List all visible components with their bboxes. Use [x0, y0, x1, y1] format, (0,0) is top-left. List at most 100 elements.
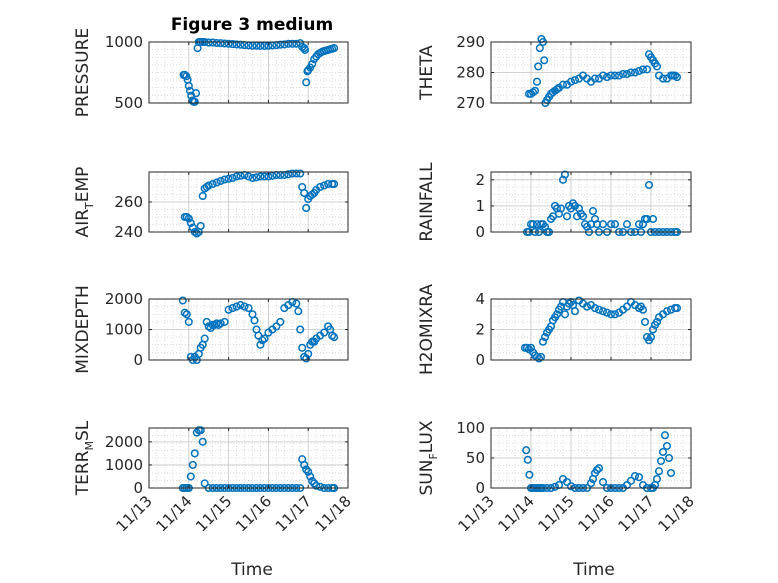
data-point [288, 39, 297, 48]
data-point [540, 333, 550, 342]
data-point [530, 86, 540, 95]
subplot-sun-flux: 0 50 100 SUNFLUX 11/1311/1411/1511/1611/1711… [417, 419, 698, 535]
data-point [586, 479, 596, 488]
data-point [658, 447, 668, 457]
data-point [200, 334, 209, 343]
data-point [598, 477, 608, 487]
data-point [634, 473, 644, 482]
y-tick-label: 0 [133, 351, 143, 369]
data-point [182, 72, 191, 81]
data-point [224, 174, 233, 183]
data-point [540, 56, 549, 65]
axes-box [148, 427, 349, 489]
data-point [660, 431, 670, 440]
data-point [212, 38, 221, 48]
tick-marks [148, 428, 349, 489]
data-point [196, 426, 205, 435]
data-point [598, 307, 608, 316]
data-point [634, 66, 644, 76]
data-point [588, 207, 598, 216]
data-point [272, 322, 281, 331]
tick-marks [490, 172, 692, 233]
data-point [562, 477, 572, 487]
data-point [191, 89, 201, 98]
data-point [188, 223, 197, 232]
y-tick-label: 2 [475, 321, 485, 339]
data-point [228, 173, 237, 183]
data-point [292, 169, 301, 178]
data-point [534, 62, 543, 71]
x-axis-label-left: Time [230, 560, 273, 580]
data-point [526, 343, 536, 352]
data-point [184, 214, 193, 223]
x-tick-label: 11/15 [192, 492, 235, 535]
data-point [236, 40, 245, 49]
data-point [220, 317, 229, 326]
data-point [256, 340, 265, 349]
data-point [228, 304, 237, 313]
axes-box [148, 41, 349, 104]
data-point [556, 204, 566, 213]
data-point [622, 302, 632, 311]
data-point [610, 71, 620, 80]
data-point [622, 69, 632, 79]
data-point [256, 41, 265, 50]
data-point [204, 181, 213, 190]
data-point [626, 476, 636, 485]
data-point [642, 65, 652, 74]
data-point [186, 218, 195, 228]
x-tick-label: 11/14 [495, 492, 538, 535]
data-point [648, 214, 658, 224]
y-tick-label: 1000 [105, 456, 143, 474]
y-axis-label: THETA [417, 45, 437, 101]
data-point [320, 181, 329, 190]
data-point [538, 337, 548, 346]
data-point [638, 305, 648, 314]
data-point [610, 220, 620, 229]
axes-box [490, 171, 692, 233]
data-point [602, 73, 612, 82]
data-point [598, 71, 608, 80]
tick-marks [148, 172, 349, 233]
data-point [550, 482, 560, 491]
data-point [310, 479, 319, 488]
data-point [622, 220, 632, 229]
data-point [300, 45, 310, 54]
data-point [212, 178, 221, 187]
y-tick-label: 100 [456, 419, 485, 437]
x-tick-label: 11/15 [535, 492, 578, 535]
data-point [606, 310, 616, 319]
data-point [256, 172, 265, 181]
data-point [284, 170, 293, 179]
data-point [300, 460, 309, 469]
y-tick-label: 1000 [105, 33, 143, 51]
data-point [558, 80, 568, 89]
data-series [178, 296, 339, 365]
y-tick-label: 0 [475, 351, 485, 369]
y-axis-label: H2OMIXRA [417, 284, 437, 375]
data-point [614, 71, 624, 80]
data-point [630, 471, 640, 481]
x-tick-label: 11/13 [113, 492, 156, 535]
data-point [260, 41, 269, 50]
data-point [296, 169, 305, 178]
data-point [330, 333, 339, 342]
tick-marks [148, 298, 349, 361]
data-point [188, 460, 197, 469]
y-tick-label: 2000 [105, 433, 143, 451]
data-point [236, 301, 245, 310]
data-point [652, 474, 662, 484]
data-point [528, 88, 538, 97]
x-tick-label: 11/18 [655, 492, 698, 535]
data-point [644, 180, 654, 190]
data-point [276, 40, 285, 49]
data-point [634, 220, 644, 229]
data-point [224, 305, 233, 314]
data-point [198, 437, 207, 446]
y-tick-label: 500 [114, 94, 143, 112]
data-point [535, 44, 544, 53]
data-point [208, 38, 217, 47]
data-point [228, 40, 237, 49]
data-point [320, 328, 329, 337]
